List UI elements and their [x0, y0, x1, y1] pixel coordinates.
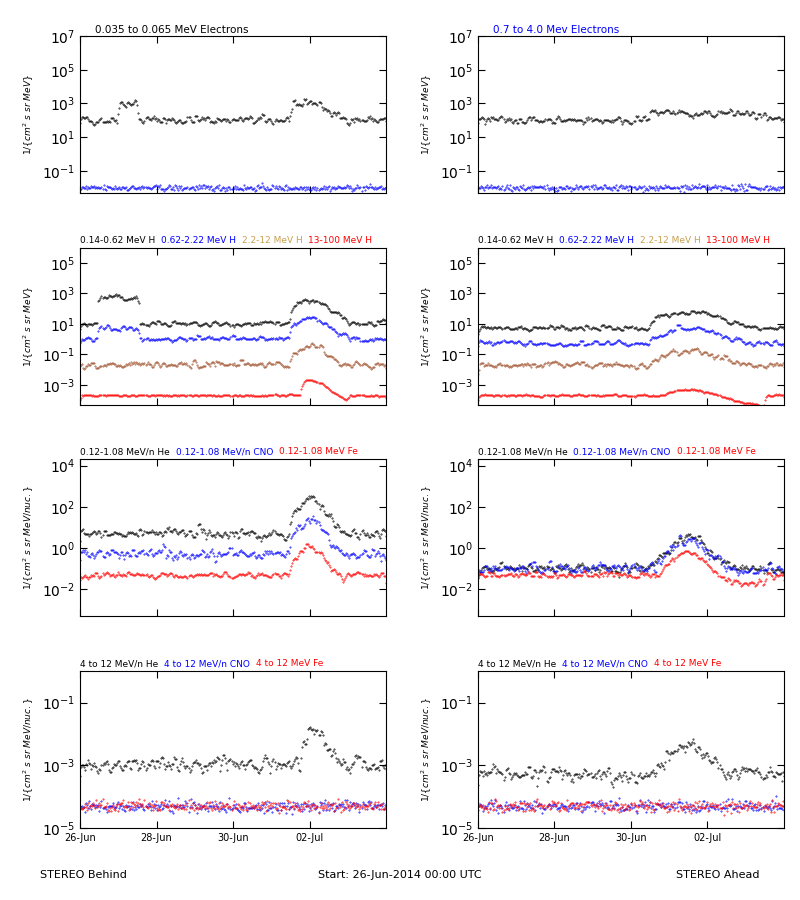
Text: 0.12-1.08 MeV Fe: 0.12-1.08 MeV Fe: [677, 447, 755, 456]
Text: 0.12-1.08 MeV/n He: 0.12-1.08 MeV/n He: [80, 447, 175, 456]
Y-axis label: $1/\{cm^2\ s\ sr\ MeV\}$: $1/\{cm^2\ s\ sr\ MeV\}$: [22, 74, 36, 155]
Text: 4 to 12 MeV Fe: 4 to 12 MeV Fe: [256, 659, 323, 668]
Text: 0.035 to 0.065 MeV Electrons: 0.035 to 0.065 MeV Electrons: [95, 25, 249, 35]
Y-axis label: $1/\{cm^2\ s\ sr\ MeV\}$: $1/\{cm^2\ s\ sr\ MeV\}$: [420, 74, 434, 155]
Text: 0.12-1.08 MeV/n He: 0.12-1.08 MeV/n He: [478, 447, 574, 456]
Text: STEREO Behind: STEREO Behind: [40, 869, 127, 879]
Y-axis label: $1/\{cm^2\ s\ sr\ MeV\}$: $1/\{cm^2\ s\ sr\ MeV\}$: [420, 286, 434, 366]
Y-axis label: $1/\{cm^2\ s\ sr\ MeV/nuc.\}$: $1/\{cm^2\ s\ sr\ MeV/nuc.\}$: [420, 698, 434, 802]
Text: 4 to 12 MeV/n He: 4 to 12 MeV/n He: [478, 659, 562, 668]
Text: 0.62-2.22 MeV H: 0.62-2.22 MeV H: [161, 236, 242, 245]
Text: 4 to 12 MeV/n CNO: 4 to 12 MeV/n CNO: [562, 659, 654, 668]
Text: 4 to 12 MeV/n He: 4 to 12 MeV/n He: [80, 659, 164, 668]
Y-axis label: $1/\{cm^2\ s\ sr\ MeV/nuc.\}$: $1/\{cm^2\ s\ sr\ MeV/nuc.\}$: [22, 698, 36, 802]
Text: 0.7 to 4.0 Mev Electrons: 0.7 to 4.0 Mev Electrons: [494, 25, 619, 35]
Text: 13-100 MeV H: 13-100 MeV H: [706, 236, 770, 245]
Text: 4 to 12 MeV/n CNO: 4 to 12 MeV/n CNO: [164, 659, 256, 668]
Text: 13-100 MeV H: 13-100 MeV H: [308, 236, 372, 245]
Text: 2.2-12 MeV H: 2.2-12 MeV H: [640, 236, 706, 245]
Y-axis label: $1/\{cm^2\ s\ sr\ MeV/nuc.\}$: $1/\{cm^2\ s\ sr\ MeV/nuc.\}$: [420, 485, 434, 590]
Text: 4 to 12 MeV Fe: 4 to 12 MeV Fe: [654, 659, 721, 668]
Text: STEREO Ahead: STEREO Ahead: [677, 869, 760, 879]
Text: 0.14-0.62 MeV H: 0.14-0.62 MeV H: [478, 236, 559, 245]
Text: 0.12-1.08 MeV Fe: 0.12-1.08 MeV Fe: [278, 447, 358, 456]
Text: 0.62-2.22 MeV H: 0.62-2.22 MeV H: [559, 236, 640, 245]
Text: 0.12-1.08 MeV/n CNO: 0.12-1.08 MeV/n CNO: [175, 447, 278, 456]
Text: 0.14-0.62 MeV H: 0.14-0.62 MeV H: [80, 236, 161, 245]
Text: 2.2-12 MeV H: 2.2-12 MeV H: [242, 236, 308, 245]
Text: Start: 26-Jun-2014 00:00 UTC: Start: 26-Jun-2014 00:00 UTC: [318, 869, 482, 879]
Text: 0.12-1.08 MeV/n CNO: 0.12-1.08 MeV/n CNO: [574, 447, 677, 456]
Y-axis label: $1/\{cm^2\ s\ sr\ MeV\}$: $1/\{cm^2\ s\ sr\ MeV\}$: [22, 286, 36, 366]
Y-axis label: $1/\{cm^2\ s\ sr\ MeV/nuc.\}$: $1/\{cm^2\ s\ sr\ MeV/nuc.\}$: [22, 485, 37, 590]
